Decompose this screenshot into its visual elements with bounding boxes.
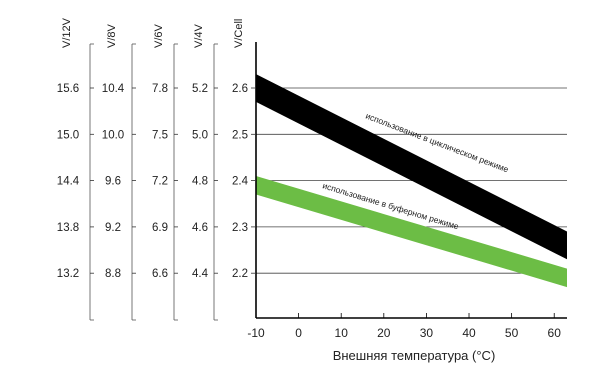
voltage-tick-label: 9.2 (105, 222, 121, 234)
voltage-tick-label: 13.2 (57, 268, 79, 280)
data-bands (256, 74, 567, 288)
voltage-tick-label: 14.4 (57, 176, 80, 188)
voltage-tick-label: 9.6 (105, 176, 121, 188)
voltage-tick-label: 8.8 (105, 268, 121, 280)
x-tick-labels: -10 0 10 20 30 40 50 60 (247, 313, 561, 340)
voltage-tick-label: 7.2 (152, 176, 168, 188)
x-tick-label: 60 (548, 326, 562, 340)
voltage-axis-label: V/12V (61, 17, 73, 48)
x-tick-label: 50 (505, 326, 519, 340)
voltage-tick-label: 7.8 (152, 83, 168, 95)
voltage-tick-label: 2.2 (232, 268, 248, 280)
voltage-axis-label: V/8V (106, 23, 118, 48)
voltage-tick-label: 5.0 (192, 129, 208, 141)
voltage-tick-label: 4.6 (192, 222, 208, 234)
voltage-axis-label: V/4V (193, 23, 205, 48)
voltage-tick-label: 2.3 (232, 222, 248, 234)
voltage-tick-label: 4.8 (192, 176, 208, 188)
series-band (256, 175, 567, 288)
voltage-axes: V/12V 15.6 15.0 14.4 13.8 13.2 V/8V 10.4 10.0 9.6… (57, 17, 256, 321)
voltage-tick-label: 15.6 (57, 83, 79, 95)
voltage-tick-label: 2.4 (232, 176, 249, 188)
voltage-tick-label: 15.0 (57, 129, 79, 141)
voltage-tick-label: 10.0 (102, 129, 124, 141)
x-tick-label: 30 (420, 326, 434, 340)
x-tick-label: 0 (295, 326, 302, 340)
voltage-axis-label: V/6V (153, 23, 165, 48)
voltage-tick-label: 4.4 (192, 268, 209, 280)
voltage-tick-label: 6.9 (152, 222, 168, 234)
x-tick-label: 20 (377, 326, 391, 340)
voltage-tick-label: 10.4 (102, 83, 125, 95)
x-tick-label: 40 (462, 326, 476, 340)
series-band (256, 74, 567, 260)
x-tick-label: 10 (335, 326, 349, 340)
voltage-tick-label: 6.6 (152, 268, 168, 280)
voltage-axis-label: V/Cell (233, 19, 245, 48)
x-tick-label: -10 (247, 326, 265, 340)
voltage-tick-label: 2.6 (232, 83, 248, 95)
voltage-tick-label: 13.8 (57, 222, 79, 234)
voltage-tick-label: 2.5 (232, 129, 248, 141)
x-axis-label: Внешняя температура (°C) (333, 348, 496, 363)
voltage-tick-label: 7.5 (152, 129, 168, 141)
voltage-tick-label: 5.2 (192, 83, 208, 95)
